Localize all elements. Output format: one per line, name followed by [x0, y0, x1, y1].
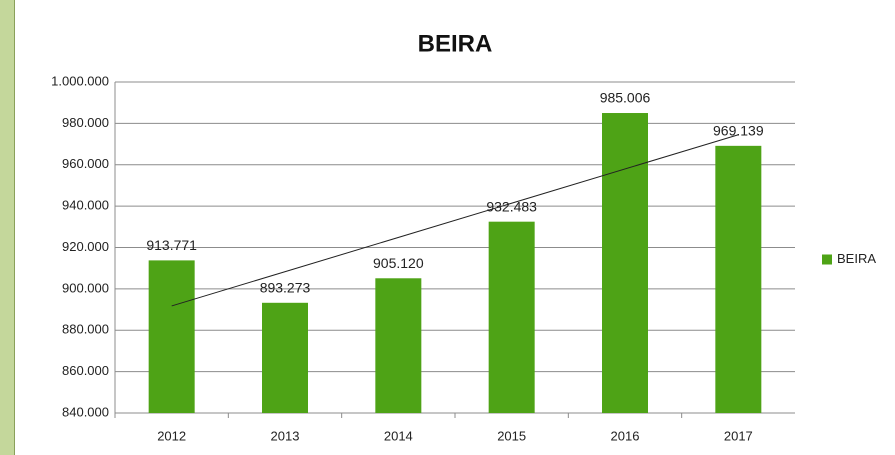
- chart-title: BEIRA: [418, 30, 493, 57]
- value-label: 932.483: [486, 198, 537, 214]
- value-label: 905.120: [373, 255, 424, 271]
- y-tick-label: 900.000: [62, 280, 109, 295]
- bar: [715, 145, 762, 413]
- y-tick-label: 840.000: [62, 404, 109, 419]
- y-tick-label: 880.000: [62, 322, 109, 337]
- y-tick-label: 980.000: [62, 115, 109, 130]
- y-tick-label: 940.000: [62, 198, 109, 213]
- y-tick-label: 1.000.000: [51, 73, 109, 88]
- bar: [375, 278, 422, 413]
- bar: [148, 260, 195, 413]
- x-tick-label: 2015: [497, 428, 526, 443]
- x-tick-label: 2016: [611, 428, 640, 443]
- y-tick-label: 860.000: [62, 363, 109, 378]
- x-tick-label: 2013: [271, 428, 300, 443]
- x-tick-label: 2014: [384, 428, 413, 443]
- legend-label: BEIRA: [837, 251, 876, 266]
- y-tick-label: 960.000: [62, 156, 109, 171]
- x-tick-label: 2017: [724, 428, 753, 443]
- x-tick-label: 2012: [157, 428, 186, 443]
- value-label: 913.771: [146, 237, 197, 253]
- trendline: [171, 134, 739, 307]
- bar: [602, 113, 648, 414]
- value-label: 893.273: [260, 279, 311, 295]
- y-tick-label: 920.000: [62, 239, 109, 254]
- bar: [262, 302, 308, 413]
- value-label: 969.139: [713, 123, 764, 139]
- bar: [488, 221, 535, 413]
- legend-swatch: [822, 254, 832, 265]
- value-label: 985.006: [600, 90, 651, 106]
